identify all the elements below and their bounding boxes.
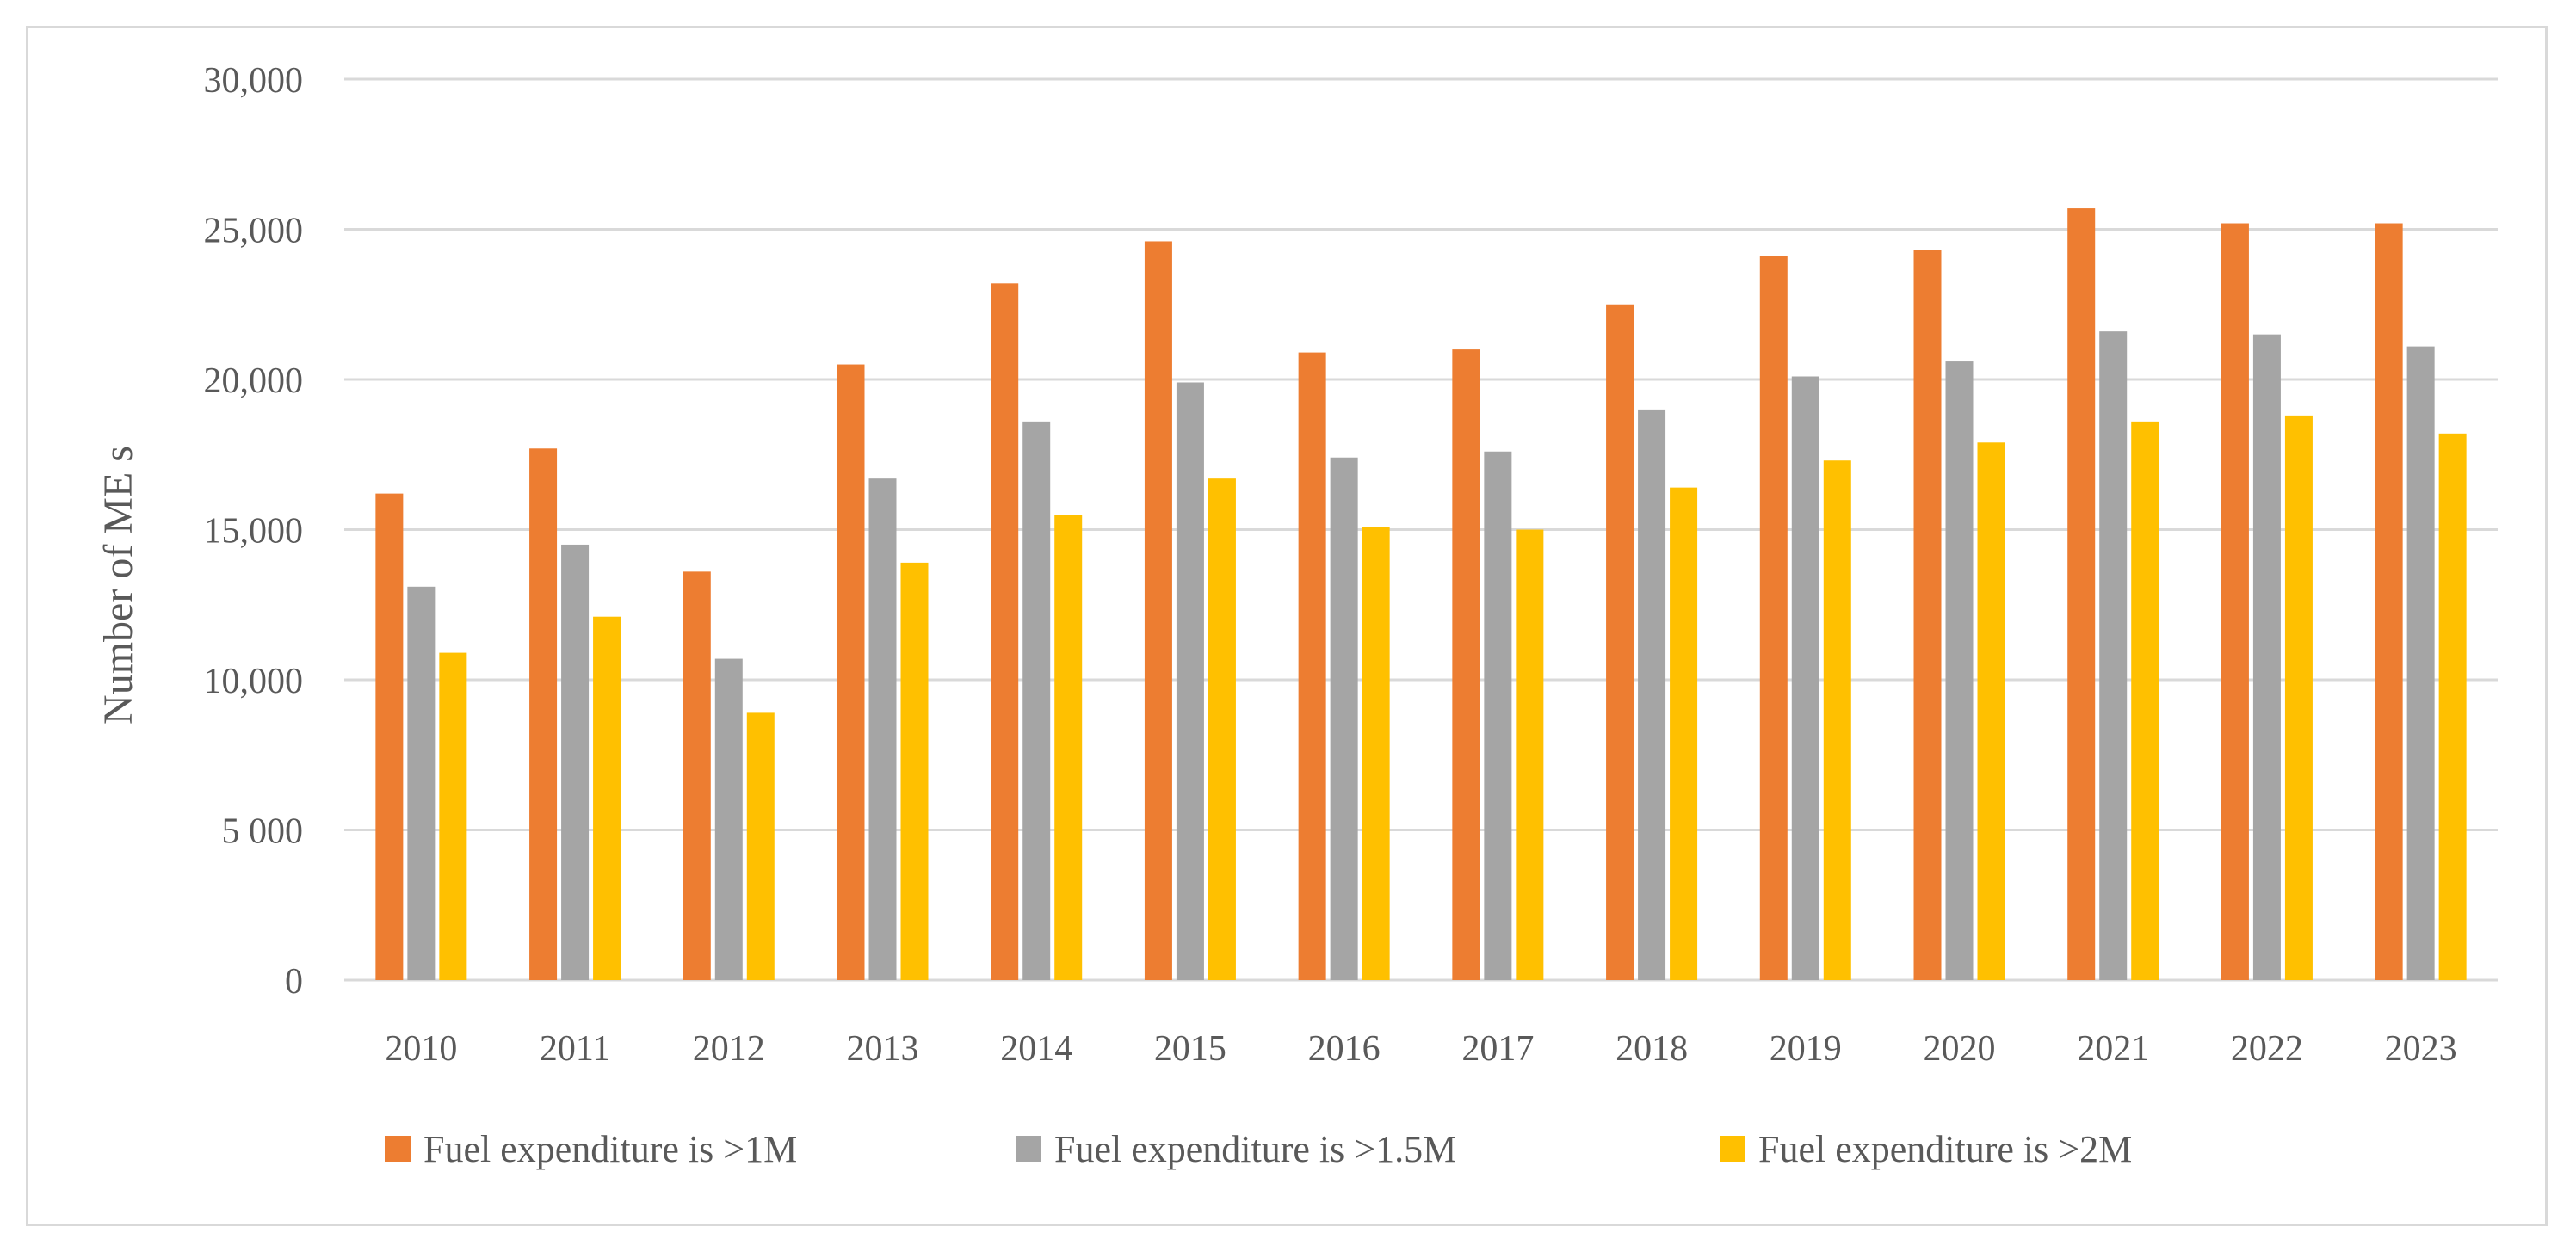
bar-2019-series-2 [1791,376,1819,980]
legend-label-1: Fuel expenditure is >1M [423,1128,797,1170]
y-axis-ticks: 0 5 000 10,000 15,000 20,000 25,000 30,000 [204,61,304,1002]
bar-2013-series-1 [837,364,865,980]
bar-2022-series-2 [2252,334,2281,980]
legend-swatch-3 [1720,1136,1745,1162]
bar-2022-series-1 [2221,223,2249,980]
bars [375,208,2467,981]
legend: Fuel expenditure is >1M Fuel expenditure … [385,1128,2132,1170]
x-tick-label: 2020 [1924,1029,1996,1069]
bar-2023-series-3 [2438,433,2467,980]
bar-2012-series-1 [683,571,711,980]
bar-2010-series-3 [439,652,467,980]
bar-2010-series-2 [407,586,436,980]
bar-2023-series-2 [2406,346,2435,980]
bar-2021-series-3 [2131,421,2159,980]
x-tick-label: 2021 [2077,1029,2149,1069]
bar-2015-series-2 [1176,382,1204,980]
bar-2013-series-3 [900,562,929,980]
bar-2020-series-2 [1945,361,1974,980]
x-tick-label: 2017 [1461,1029,1534,1069]
bar-2021-series-1 [2067,208,2096,980]
gridlines [344,77,2498,982]
bar-2014-series-1 [991,283,1019,980]
bar-2018-series-3 [1670,487,1698,980]
x-tick-label: 2013 [847,1029,919,1069]
y-tick-label: 0 [285,962,303,1002]
bar-2012-series-3 [746,712,775,980]
bar-2010-series-1 [375,493,404,980]
y-tick-label: 20,000 [204,361,304,401]
bar-2014-series-2 [1022,421,1051,980]
x-tick-label: 2018 [1615,1029,1688,1069]
x-tick-label: 2010 [385,1029,457,1069]
y-tick-label: 25,000 [204,212,304,251]
x-tick-label: 2023 [2385,1029,2457,1069]
x-tick-label: 2014 [1000,1029,1072,1069]
bar-2020-series-1 [1913,250,1942,980]
bar-2016-series-2 [1330,457,1358,980]
bar-2016-series-1 [1298,352,1326,981]
bar-2022-series-3 [2284,415,2313,980]
x-tick-label: 2019 [1770,1029,1842,1069]
bar-2018-series-2 [1638,409,1666,980]
y-axis-title: Number of ME s [96,446,141,725]
x-tick-label: 2015 [1154,1029,1226,1069]
bar-2012-series-2 [714,658,743,980]
bar-2015-series-3 [1208,478,1236,980]
bar-2019-series-3 [1823,460,1851,980]
legend-label-2: Fuel expenditure is >1.5M [1054,1128,1456,1170]
bar-2016-series-3 [1362,527,1390,980]
bar-2011-series-1 [529,448,558,980]
legend-swatch-1 [385,1136,411,1162]
bar-2013-series-2 [868,478,897,980]
bar-2015-series-1 [1144,241,1172,981]
bar-2019-series-1 [1759,256,1788,980]
bar-2017-series-3 [1516,529,1544,980]
bar-2011-series-3 [593,616,621,980]
x-tick-label: 2022 [2231,1029,2303,1069]
bar-2021-series-2 [2099,331,2128,980]
legend-swatch-2 [1016,1136,1041,1162]
bar-2014-series-3 [1054,515,1083,980]
bar-2017-series-2 [1484,451,1512,980]
chart-frame [26,26,2548,1226]
x-tick-label: 2016 [1308,1029,1381,1069]
x-tick-label: 2011 [540,1029,610,1069]
y-tick-label: 15,000 [204,512,304,552]
x-axis-ticks: 2010 2011 2012 2013 2014 2015 2016 2017 2018 2019… [385,1029,2456,1069]
bar-2023-series-1 [2375,223,2403,980]
bar-2017-series-1 [1452,349,1480,981]
x-tick-label: 2012 [693,1029,765,1069]
bar-2011-series-2 [561,544,590,980]
y-tick-label: 30,000 [204,61,304,101]
y-tick-label: 5 000 [222,812,304,852]
bar-2020-series-3 [1977,442,2005,980]
y-tick-label: 10,000 [204,662,304,701]
bar-2018-series-1 [1606,304,1634,980]
legend-label-3: Fuel expenditure is >2M [1758,1128,2132,1170]
